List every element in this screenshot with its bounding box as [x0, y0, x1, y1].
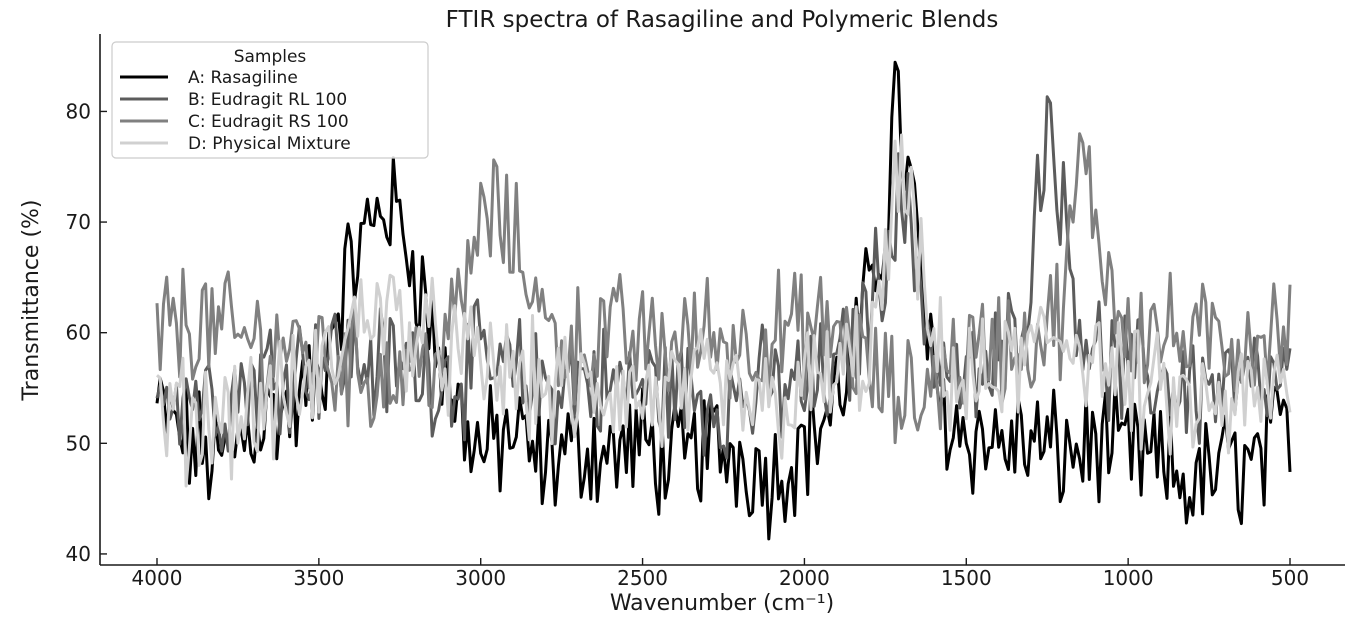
y-tick-label: 70 — [66, 210, 91, 234]
series-layer — [155, 60, 1292, 541]
x-ticks: 4000 3500 3000 2500 2000 1500 1000 500 — [132, 558, 1309, 590]
legend-label-d: D: Physical Mixture — [188, 134, 351, 154]
x-tick-label: 1500 — [941, 566, 992, 590]
series-line-d — [156, 133, 1292, 488]
y-tick-label: 60 — [66, 321, 91, 345]
y-tick-label: 40 — [66, 542, 91, 566]
x-tick-label: 4000 — [132, 566, 183, 590]
x-tick-label: 2000 — [779, 566, 830, 590]
x-tick-label: 3000 — [455, 566, 506, 590]
series-line-c — [155, 132, 1292, 445]
y-tick-label: 50 — [66, 431, 91, 455]
x-tick-label: 2500 — [617, 566, 668, 590]
x-axis-title: Wavenumber (cm⁻¹) — [610, 591, 834, 616]
legend-label-b: B: Eudragit RL 100 — [188, 90, 347, 110]
x-tick-label: 500 — [1271, 566, 1309, 590]
y-ticks: 40 50 60 70 80 — [66, 99, 107, 566]
y-axis-title: Transmittance (%) — [19, 199, 44, 401]
x-tick-label: 3500 — [293, 566, 344, 590]
legend-label-a: A: Rasagiline — [188, 68, 298, 88]
legend-label-c: C: Eudragit RS 100 — [188, 112, 349, 132]
x-tick-label: 1000 — [1103, 566, 1154, 590]
y-tick-label: 80 — [66, 99, 91, 123]
chart-title: FTIR spectra of Rasagiline and Polymeric… — [446, 7, 999, 33]
legend-title: Samples — [234, 47, 307, 67]
legend-box — [111, 41, 429, 159]
